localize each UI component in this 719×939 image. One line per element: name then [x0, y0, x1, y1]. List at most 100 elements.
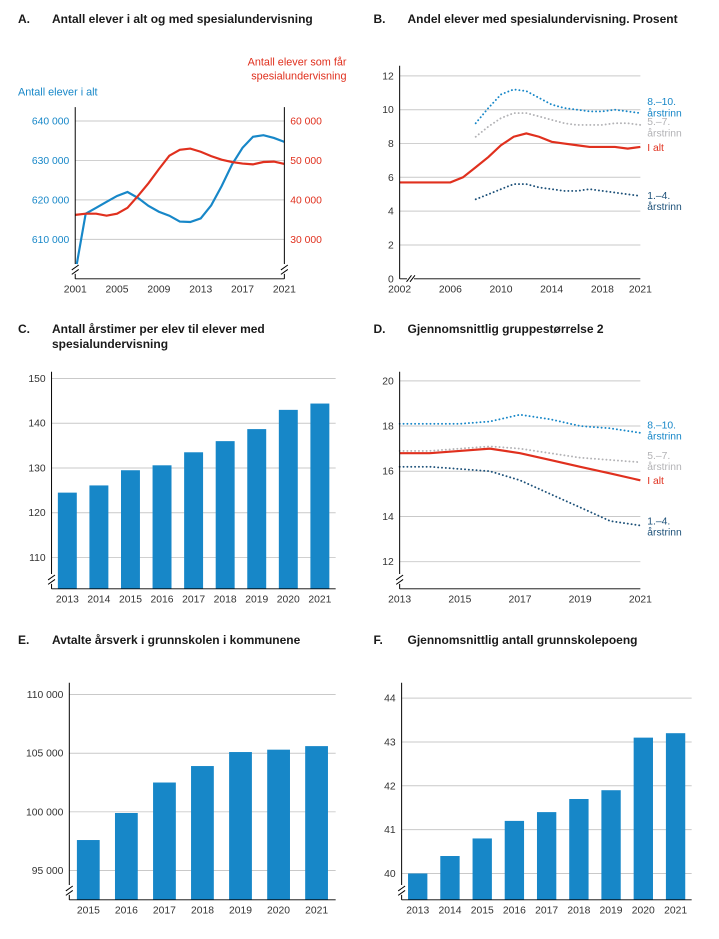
x-tick-label: 2006: [438, 285, 461, 296]
series-label: årstrinn: [647, 462, 682, 474]
bar-C-2020: [278, 410, 298, 590]
x-tick-label: 2019: [599, 905, 622, 916]
series-label: 8.–10.: [647, 97, 676, 108]
chart-svg-D: 8.–10.årstrinn5.–7.årstrinn1.–4.årstrinn…: [382, 372, 682, 606]
chart-f: 2013 2014 2015 2016 2017 2018 2019 2020 2021 40 41…: [374, 667, 704, 935]
bar-C-2016: [152, 465, 172, 590]
x-tick-label: 2021: [628, 595, 651, 606]
bar-E-2015: [76, 839, 100, 900]
panel-letter-a: A.: [18, 12, 30, 26]
y-tick-label: 640 000: [32, 116, 70, 127]
series-line-red: [75, 147, 285, 217]
x-tick-label: 2015: [77, 905, 100, 916]
x-tick-label: 2021: [305, 905, 328, 916]
x-tick-label: 2016: [115, 905, 138, 916]
x-tick-label: 2017: [508, 595, 531, 606]
bar-E-2021: [305, 745, 328, 900]
axis-break: [397, 889, 405, 896]
y-tick-label: 610 000: [32, 235, 70, 246]
y-tick-label-right: 40 000: [290, 195, 322, 206]
bar-C-2015: [120, 470, 140, 590]
series-label: I alt: [647, 143, 664, 154]
y-tick-label: 12: [382, 557, 394, 568]
x-tick-label: 2018: [214, 595, 237, 606]
axis-break: [409, 275, 415, 283]
chart-title-c: Antall årstimer per elev til elever med …: [52, 322, 265, 352]
y-tick-label: 40: [384, 869, 396, 880]
bar-F-2015: [472, 838, 492, 900]
chart-title-a: Antall elever i alt og med spesialunderv…: [52, 12, 313, 26]
axis-break: [395, 574, 403, 581]
chart-title-e: Avtalte årsverk i grunnskolen i kommunen…: [52, 632, 301, 647]
x-tick-label: 2016: [151, 595, 174, 606]
chart-b: 8.–10. årstrinn 5.–7. årstrinn 1.–4. årstrinn…: [374, 46, 704, 314]
panel-e: E. Avtalte årsverk i grunnskolen i kommu…: [18, 633, 348, 935]
y-tick-label: 120: [28, 509, 46, 520]
x-tick-label: 2013: [189, 285, 212, 296]
bar-F-2019: [600, 789, 621, 900]
y-tick-label: 105 000: [26, 748, 64, 759]
chart-svg-F: 2013 2014 2015 2016 2017 2018 2019 2020 2021 40 41…: [384, 682, 692, 916]
y-tick-label: 0: [387, 274, 393, 285]
y-tick-label: 42: [384, 781, 396, 792]
series-label: 1.–4.: [647, 191, 670, 202]
y-tick-label: 4: [387, 207, 393, 218]
x-tick-label: 2021: [308, 595, 331, 606]
y-tick-label: 14: [382, 512, 394, 523]
chart-svg-A: 2001 2005 2009 2013 2017 2021 610 000 620 000 63…: [18, 57, 347, 296]
right-axis-title: spesialundervisning: [251, 71, 346, 83]
panel-head-a: A. Antall elever i alt og med spesialund…: [18, 12, 348, 46]
panel-c: C. Antall årstimer per elev til elever m…: [18, 322, 348, 624]
y-tick-label: 110: [29, 553, 46, 564]
bar-C-2019: [247, 429, 267, 590]
axis-break: [47, 574, 56, 581]
panel-letter-f: F.: [373, 632, 383, 647]
x-tick-label: 2017: [182, 595, 205, 606]
y-tick-label: 41: [384, 825, 396, 836]
panel-d: D. Gjennomsnittlig gruppestørrelse 2 8.–…: [374, 322, 704, 624]
chart-title-d: Gjennomsnittlig gruppestørrelse 2: [407, 322, 604, 337]
axis-break-gap: [49, 574, 55, 585]
x-tick-label: 2005: [106, 285, 129, 296]
x-tick-label: 2018: [567, 905, 590, 916]
series-label: 5.–7.: [647, 117, 670, 128]
x-tick-label: 2013: [56, 595, 79, 606]
chart-a: 2001 2005 2009 2013 2017 2021 610 000 620 000 63…: [18, 46, 348, 314]
bar-E-2017: [153, 782, 176, 900]
x-tick-label: 2017: [231, 285, 254, 296]
x-tick-label: 2021: [273, 285, 296, 296]
y-tick-label: 16: [382, 467, 394, 478]
bar-C-2013: [57, 492, 77, 590]
y-tick-label: 620 000: [32, 195, 70, 206]
axis-break: [397, 885, 405, 891]
panel-b: B. Andel elever med spesialundervisning.…: [374, 12, 704, 314]
y-tick-label: 8: [387, 139, 393, 150]
bar-C-2017: [184, 452, 204, 590]
y-tick-label: 18: [382, 422, 394, 433]
panel-head-c: C. Antall årstimer per elev til elever m…: [18, 322, 348, 356]
y-tick-label: 95 000: [32, 866, 64, 877]
axis-break-gap: [72, 264, 78, 274]
x-tick-label: 2015: [119, 595, 142, 606]
chart-d: 8.–10. årstrinn 5.–7. årstrinn 1.–4. årstrinn…: [374, 356, 704, 624]
y-tick-label: 20: [382, 377, 394, 388]
bar-C-2018: [215, 441, 235, 590]
axis-break: [65, 885, 74, 891]
y-tick-label: 6: [387, 173, 393, 184]
right-axis-title: Antall elever som får: [248, 57, 347, 69]
chart-title-f: Gjennomsnittlig antall grunnskolepoeng: [407, 632, 638, 647]
series-line-blue: [398, 414, 641, 435]
series-line-red: [399, 132, 641, 184]
panel-head-f: F. Gjennomsnittlig antall grunnskolepoen…: [374, 633, 704, 667]
series-label: årstrinn: [647, 128, 682, 140]
y-tick-label: 110 000: [27, 690, 64, 701]
series-line-gray: [474, 112, 641, 138]
bar-E-2020: [267, 749, 290, 900]
axis-break-gap: [66, 884, 72, 895]
x-tick-label: 2001: [64, 285, 87, 296]
series-label: 8.–10.: [647, 421, 676, 432]
chart-svg-E: 2015 2016 2017 2018 2019 2020 2021 95 000 100 00…: [26, 682, 336, 916]
x-tick-label: 2017: [153, 905, 176, 916]
chart-e: 2015 2016 2017 2018 2019 2020 2021 95 000 100 00…: [18, 667, 348, 935]
chart-svg-B: 8.–10.årstrinn5.–7.årstrinn1.–4.årstrinn…: [382, 65, 682, 296]
